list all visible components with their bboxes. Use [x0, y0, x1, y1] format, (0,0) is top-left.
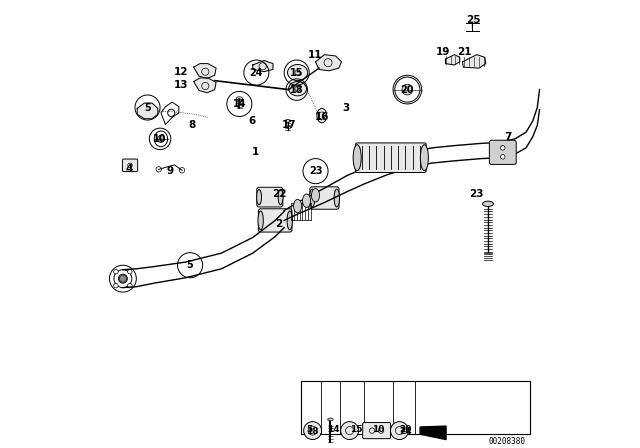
Polygon shape	[194, 64, 216, 78]
Text: 5: 5	[187, 260, 193, 270]
Text: 3: 3	[342, 103, 349, 112]
Text: 14: 14	[327, 425, 339, 434]
Ellipse shape	[257, 190, 262, 205]
Text: 10: 10	[154, 134, 167, 144]
Ellipse shape	[287, 65, 308, 81]
Text: 24: 24	[399, 427, 412, 436]
Polygon shape	[463, 55, 486, 68]
Ellipse shape	[258, 211, 263, 230]
Text: 15: 15	[290, 68, 303, 78]
Text: 25: 25	[466, 15, 481, 25]
Ellipse shape	[420, 145, 428, 171]
Ellipse shape	[328, 418, 333, 421]
Text: 21: 21	[457, 47, 472, 56]
Text: 16: 16	[315, 112, 330, 122]
Text: 00208380: 00208380	[488, 437, 525, 446]
Circle shape	[340, 422, 358, 439]
Text: 19: 19	[436, 47, 451, 56]
Circle shape	[127, 284, 132, 288]
Text: 11: 11	[307, 50, 322, 60]
Text: 12: 12	[174, 67, 188, 77]
Polygon shape	[420, 426, 446, 439]
Polygon shape	[445, 55, 460, 65]
Text: 20: 20	[401, 85, 414, 95]
Polygon shape	[194, 78, 216, 93]
FancyBboxPatch shape	[490, 140, 516, 164]
Text: 6: 6	[248, 116, 255, 126]
Polygon shape	[137, 103, 158, 119]
Circle shape	[500, 155, 505, 159]
Text: 17: 17	[282, 121, 296, 130]
Ellipse shape	[303, 194, 310, 207]
Text: 5: 5	[306, 425, 312, 434]
FancyBboxPatch shape	[355, 143, 426, 172]
Circle shape	[128, 163, 132, 168]
Circle shape	[114, 269, 118, 274]
Text: 18: 18	[306, 427, 318, 436]
Text: 13: 13	[174, 80, 188, 90]
Text: 4: 4	[126, 164, 133, 174]
Ellipse shape	[278, 190, 283, 205]
Bar	[301, 381, 530, 434]
Ellipse shape	[289, 82, 307, 96]
Ellipse shape	[317, 108, 327, 123]
Circle shape	[500, 146, 505, 150]
Text: 2: 2	[275, 219, 282, 229]
Circle shape	[114, 284, 118, 288]
Ellipse shape	[334, 189, 339, 207]
Ellipse shape	[285, 120, 291, 123]
Text: 1: 1	[252, 147, 259, 157]
Text: 24: 24	[250, 68, 263, 78]
Circle shape	[390, 422, 408, 439]
Polygon shape	[253, 60, 273, 72]
FancyBboxPatch shape	[122, 159, 138, 172]
Text: 22: 22	[273, 189, 287, 198]
Ellipse shape	[353, 145, 361, 171]
Text: 18: 18	[290, 85, 303, 95]
Text: 10: 10	[372, 425, 385, 434]
Text: 5: 5	[144, 103, 151, 112]
Text: 9: 9	[166, 166, 173, 176]
Text: 23: 23	[308, 166, 323, 176]
Text: 15: 15	[349, 425, 362, 434]
FancyBboxPatch shape	[310, 187, 339, 209]
Ellipse shape	[287, 211, 292, 230]
FancyBboxPatch shape	[363, 422, 390, 439]
Text: 14: 14	[232, 99, 246, 109]
Ellipse shape	[236, 97, 243, 100]
Circle shape	[127, 269, 132, 274]
Text: 7: 7	[504, 132, 512, 142]
Ellipse shape	[294, 199, 301, 213]
Circle shape	[157, 135, 164, 142]
Circle shape	[119, 275, 127, 282]
Ellipse shape	[310, 189, 315, 207]
Ellipse shape	[312, 189, 319, 202]
Ellipse shape	[483, 201, 493, 207]
Circle shape	[303, 422, 321, 439]
FancyBboxPatch shape	[259, 209, 292, 232]
Circle shape	[402, 84, 413, 95]
Text: 8: 8	[189, 121, 196, 130]
FancyBboxPatch shape	[257, 187, 283, 207]
Text: 20: 20	[399, 425, 412, 434]
Polygon shape	[316, 55, 342, 71]
Text: 23: 23	[470, 189, 484, 198]
